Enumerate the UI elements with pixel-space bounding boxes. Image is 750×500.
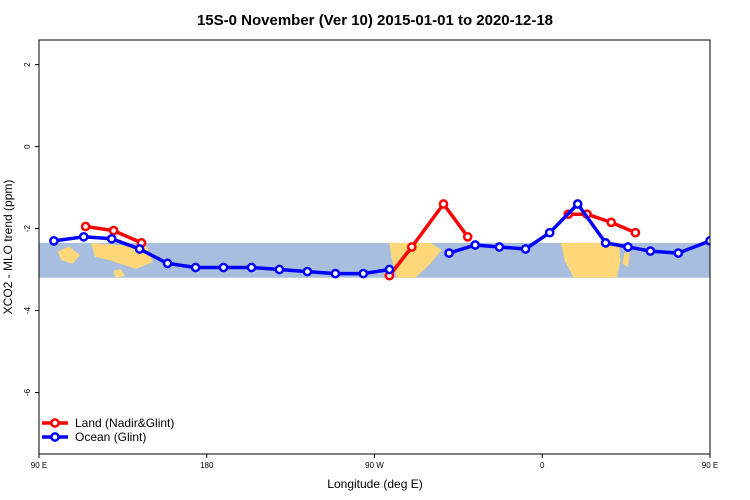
data-point: [274, 264, 285, 275]
series-line: [388, 202, 470, 277]
x-tick-label: 90 W: [365, 461, 384, 470]
y-axis: 2 0 -2 -4 -6: [23, 62, 39, 396]
data-point: [406, 242, 417, 252]
data-point: [162, 258, 173, 269]
series-line: [568, 212, 637, 235]
y-tick-label: 0: [23, 144, 32, 149]
y-tick-label: -2: [23, 224, 32, 232]
data-point: [246, 262, 257, 273]
data-point: [78, 231, 89, 242]
data-point: [470, 240, 481, 250]
data-point: [544, 227, 555, 238]
data-point: [734, 233, 741, 240]
data-point: [106, 233, 117, 244]
x-tick-label: 90 E: [31, 461, 47, 470]
data-point: [384, 264, 395, 275]
y-tick-label: 2: [23, 62, 32, 67]
land-shape: [57, 246, 80, 264]
data-point: [134, 244, 145, 254]
data-point: [520, 244, 531, 254]
data-point: [645, 246, 656, 256]
data-point: [218, 262, 229, 273]
data-point: [572, 199, 583, 209]
y-tick-label: -4: [23, 306, 32, 314]
data-point: [600, 238, 611, 248]
data-point: [705, 236, 710, 246]
data-point: [190, 262, 201, 273]
legend-marker: [50, 432, 60, 442]
data-point: [80, 221, 91, 232]
land-shape: [560, 242, 621, 278]
x-axis-label: Longitude (deg E): [327, 477, 422, 491]
x-axis: 90 E 180 90 W 0 90 E: [31, 454, 718, 470]
data-point: [462, 231, 473, 242]
data-point: [623, 242, 633, 252]
data-point: [49, 236, 59, 246]
legend-marker: [50, 418, 60, 428]
data-point: [630, 227, 641, 238]
data-point: [444, 248, 454, 258]
x-tick-label: 90 E: [702, 461, 718, 470]
data-point: [302, 266, 313, 277]
data-point: [494, 242, 505, 252]
data-point: [673, 248, 684, 258]
data-point: [606, 217, 617, 228]
x-tick-label: 0: [540, 461, 545, 470]
legend-label: Ocean (Glint): [75, 430, 146, 444]
data-point: [330, 268, 341, 279]
data-point: [108, 225, 119, 236]
y-axis-label: XCO2 - MLO trend (ppm): [1, 180, 15, 315]
land-shape: [389, 242, 442, 278]
land-shape: [729, 246, 750, 263]
data-point: [358, 268, 369, 279]
x-tick-label: 180: [200, 461, 214, 470]
chart-title: 15S-0 November (Ver 10) 2015-01-01 to 20…: [197, 12, 553, 29]
series-line: [448, 202, 710, 255]
y-tick-label: -6: [23, 388, 32, 396]
series-layer: [49, 199, 741, 281]
land-shape: [622, 251, 630, 268]
land-shape: [113, 269, 125, 278]
legend: Land (Nadir&Glint)Ocean (Glint): [42, 416, 174, 444]
legend-label: Land (Nadir&Glint): [75, 416, 174, 430]
data-point: [438, 199, 449, 209]
